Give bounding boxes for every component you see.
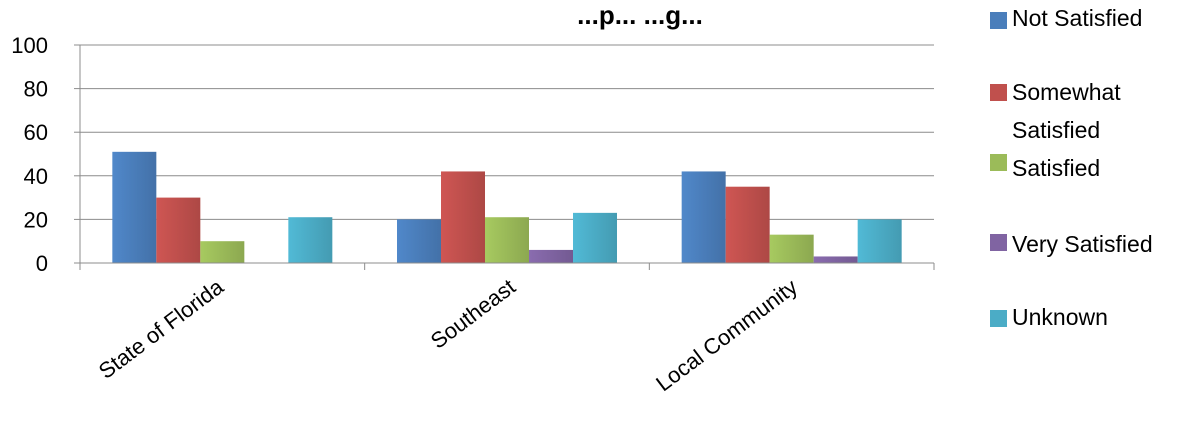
legend-swatch [990, 12, 1007, 29]
bar-somewhat-satisfied [156, 197, 201, 263]
bar-satisfied [769, 234, 814, 263]
y-tick-label: 40 [24, 164, 48, 189]
bar-unknown [288, 217, 333, 263]
legend-label: Satisfied [1012, 155, 1100, 181]
bar-not-satisfied [681, 171, 726, 263]
bars [112, 151, 902, 263]
y-axis-ticks: 0 20 40 60 80 100 [11, 33, 48, 276]
legend-swatch [990, 234, 1007, 251]
bar-satisfied [200, 241, 245, 263]
y-tick-label: 100 [11, 33, 48, 58]
bar-unknown [857, 219, 902, 263]
y-tick-label: 0 [36, 251, 48, 276]
legend-label: Not Satisfied [1012, 5, 1142, 31]
gridlines [80, 44, 934, 220]
legend-swatch [990, 310, 1007, 327]
legend-label: Very Satisfied [1012, 231, 1153, 257]
y-tick-label: 60 [24, 120, 48, 145]
legend-item: Unknown [990, 304, 1108, 330]
bar-somewhat-satisfied [725, 186, 770, 263]
legend-label: Satisfied [1012, 117, 1100, 143]
bar-very-satisfied [813, 256, 858, 263]
legend-swatch [990, 154, 1007, 171]
legend-swatch [990, 84, 1007, 101]
legend-item: Satisfied [990, 154, 1100, 181]
legend-item: Not Satisfied [990, 5, 1142, 31]
y-tick-label: 20 [24, 207, 48, 232]
bar-very-satisfied [529, 249, 573, 263]
legend-label: Somewhat [1012, 79, 1121, 105]
x-category-label: State of Florida [94, 274, 229, 384]
bar-not-satisfied [397, 219, 441, 263]
bar-not-satisfied [112, 151, 157, 263]
y-tick-label: 80 [24, 77, 48, 102]
bar-unknown [573, 212, 617, 263]
bar-somewhat-satisfied [441, 171, 485, 263]
legend: Not Satisfied Somewhat Satisfied Satisfied V… [990, 5, 1153, 330]
x-category-label: Southeast [426, 274, 520, 354]
legend-item: Very Satisfied [990, 231, 1153, 257]
bar-satisfied [485, 217, 529, 263]
x-axis-ticks: State of Florida Southeast Local Community [94, 274, 802, 397]
axes [74, 44, 935, 270]
legend-item: Somewhat Satisfied [990, 79, 1121, 143]
x-category-label: Local Community [651, 274, 802, 396]
chart-title: ...p... ...g... [577, 0, 703, 30]
legend-label: Unknown [1012, 304, 1108, 330]
